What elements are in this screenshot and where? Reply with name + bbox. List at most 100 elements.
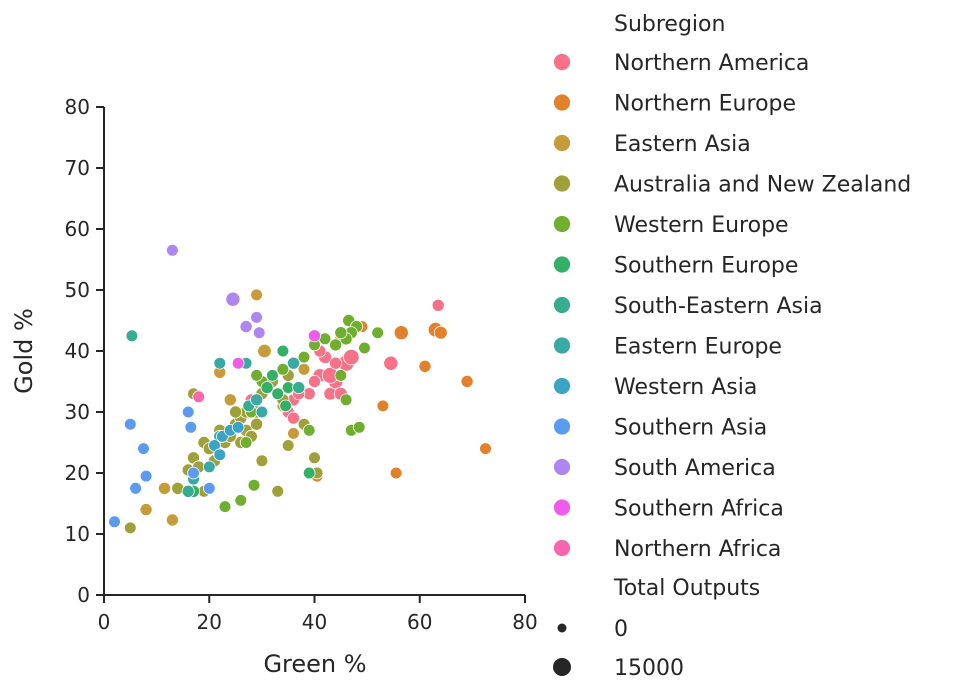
legend-marker: [553, 296, 571, 314]
data-point: [184, 420, 198, 434]
data-point: [165, 513, 179, 527]
data-point: [250, 311, 263, 324]
data-point: [181, 405, 195, 419]
data-point: [139, 503, 153, 517]
data-point: [252, 326, 266, 340]
y-tick-label: 70: [65, 156, 90, 180]
legend-label: Western Asia: [614, 375, 757, 400]
legend-size-entries: 0 15000: [553, 617, 684, 681]
legend-marker: [553, 215, 571, 233]
legend-label: Southern Africa: [614, 497, 784, 522]
data-point: [231, 420, 245, 434]
legend: Subregion Northern America Northern Europ…: [553, 12, 911, 681]
x-tick-label: 0: [98, 610, 111, 634]
data-point: [329, 338, 343, 352]
legend-label: South-Eastern Asia: [614, 294, 823, 319]
legend-size-title: Total Outputs: [613, 576, 760, 601]
y-tick-label: 50: [65, 278, 90, 302]
legend-marker: [553, 336, 571, 355]
data-point: [250, 417, 264, 431]
x-ticks: 0 20 40 60 80: [98, 595, 538, 634]
data-point: [250, 288, 263, 302]
data-point: [358, 341, 371, 355]
y-ticks: 0 10 20 30 40 50 60 70 80: [65, 95, 104, 607]
data-point: [108, 515, 121, 529]
data-point: [192, 390, 206, 404]
data-point: [479, 442, 492, 455]
legend-marker: [553, 53, 571, 71]
data-point: [431, 298, 445, 312]
legend-size-marker: [553, 658, 571, 676]
data-point: [393, 325, 409, 341]
data-point: [281, 439, 295, 452]
data-point: [418, 359, 432, 373]
legend-marker: [553, 417, 571, 436]
data-point: [279, 399, 292, 413]
y-tick-label: 20: [65, 461, 90, 485]
y-tick-label: 60: [65, 217, 90, 241]
data-point: [389, 466, 403, 480]
legend-marker: [553, 458, 571, 476]
y-tick-label: 40: [65, 339, 90, 363]
data-point: [286, 356, 300, 370]
data-point: [257, 343, 272, 359]
legend-marker: [553, 377, 571, 395]
data-point: [187, 466, 200, 480]
legend-label: Southern Europe: [614, 254, 798, 279]
data-point: [239, 436, 253, 449]
legend-size-marker: [557, 623, 567, 633]
data-point: [181, 484, 195, 498]
legend-label: Western Europe: [614, 213, 789, 238]
legend-hue-title: Subregion: [614, 12, 725, 37]
legend-hue-entries: Northern America Northern Europe Eastern A…: [553, 51, 911, 562]
data-point: [329, 356, 343, 370]
data-point: [137, 442, 150, 455]
data-point: [287, 427, 300, 440]
data-point: [307, 329, 321, 343]
data-point: [203, 460, 216, 474]
y-tick-label: 30: [65, 400, 90, 424]
data-point: [124, 417, 137, 431]
plot-area: [108, 244, 492, 535]
legend-label: Eastern Asia: [614, 132, 751, 157]
legend-label: Northern America: [614, 51, 809, 76]
legend-marker: [553, 498, 571, 517]
legend-label: Southern Asia: [614, 416, 767, 441]
data-point: [218, 500, 232, 513]
data-point: [223, 393, 237, 407]
data-point: [234, 494, 248, 507]
legend-marker: [553, 174, 571, 193]
data-point: [334, 326, 348, 340]
data-point: [247, 478, 261, 492]
legend-label: Australia and New Zealand: [614, 173, 911, 198]
data-point: [297, 362, 311, 376]
data-point: [225, 291, 241, 307]
data-point: [292, 381, 306, 395]
data-point: [276, 344, 290, 358]
data-point: [239, 320, 253, 334]
data-point: [203, 481, 216, 495]
legend-size-label: 0: [614, 617, 628, 642]
y-tick-label: 80: [65, 95, 90, 119]
legend-marker: [553, 255, 571, 274]
legend-label: Northern Europe: [614, 92, 796, 117]
legend-marker: [553, 134, 571, 152]
data-point: [307, 374, 321, 388]
data-point: [231, 356, 245, 370]
data-point: [250, 369, 263, 382]
y-axis-title: Gold %: [10, 308, 38, 394]
data-point: [266, 369, 279, 382]
data-point: [255, 454, 269, 468]
data-point: [352, 420, 366, 434]
data-point: [271, 484, 285, 498]
data-point: [250, 393, 264, 407]
x-tick-label: 80: [512, 610, 537, 634]
data-point: [343, 348, 360, 366]
x-tick-label: 60: [407, 610, 432, 634]
legend-size-label: 15000: [614, 656, 684, 681]
legend-label: Eastern Europe: [614, 335, 782, 360]
data-point: [286, 411, 300, 425]
data-point: [334, 369, 348, 382]
x-tick-label: 20: [197, 610, 222, 634]
